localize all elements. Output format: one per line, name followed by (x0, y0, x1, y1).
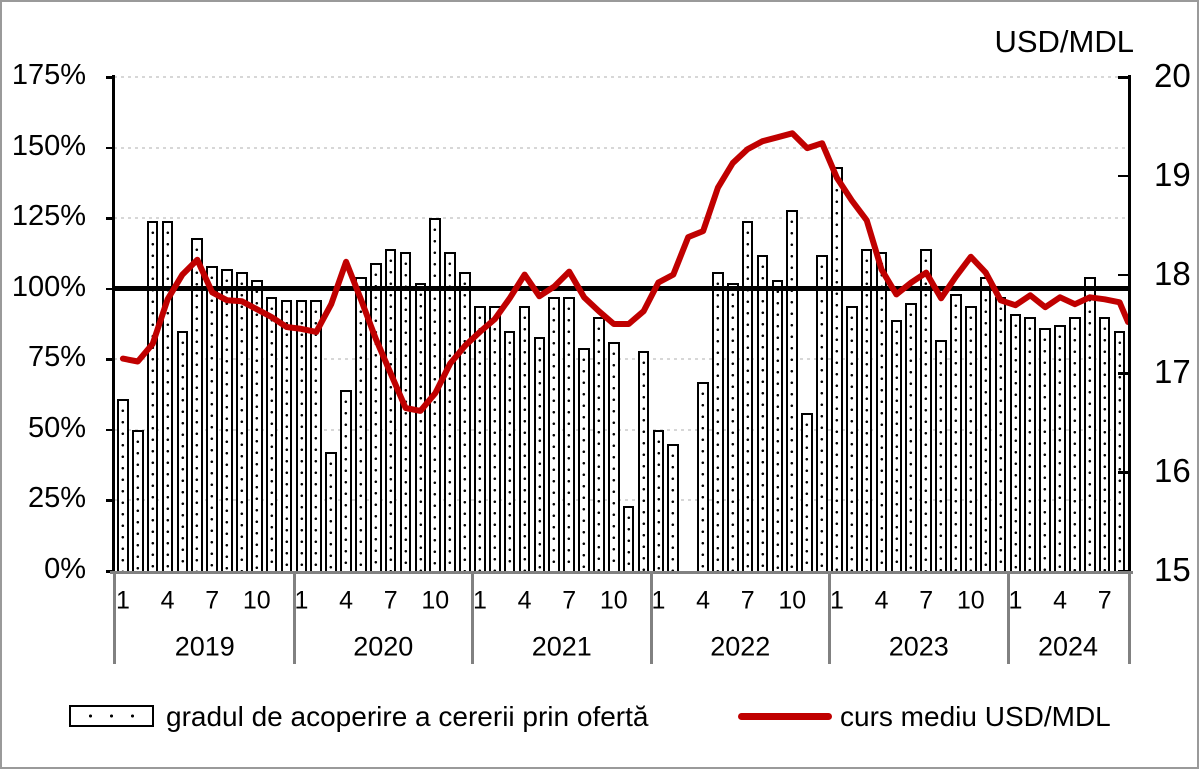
month-label: 4 (1053, 586, 1068, 615)
month-label: 10 (956, 586, 985, 615)
month-label: 7 (740, 586, 755, 615)
left-axis-tick (106, 217, 112, 220)
month-label: 7 (562, 586, 577, 615)
month-label: 7 (383, 586, 398, 615)
month-label: 10 (242, 586, 271, 615)
right-axis-label: 15 (1154, 551, 1191, 589)
left-axis-label: 25% (27, 482, 86, 515)
year-label: 2019 (174, 631, 235, 662)
legend-bars-swatch (69, 705, 154, 727)
legend-bars-label: gradul de acoperire a cererii prin ofert… (166, 701, 649, 732)
right-axis (1128, 75, 1131, 574)
year-divider (292, 573, 296, 664)
right-axis-label: 17 (1154, 353, 1191, 391)
gridline (114, 146, 1128, 149)
left-axis-tick (106, 428, 112, 432)
right-axis-title: USD/MDL (994, 24, 1134, 59)
reference-line-100pct (113, 286, 1131, 292)
right-axis-tick (1118, 471, 1128, 474)
gridline (114, 217, 1128, 220)
left-axis-tick (106, 570, 112, 573)
year-divider (113, 573, 116, 664)
right-axis-tick (1118, 174, 1128, 178)
right-axis-tick (1118, 372, 1128, 375)
gridline (114, 358, 1128, 361)
legend-line-swatch (738, 713, 832, 720)
year-divider (1127, 573, 1131, 664)
month-label: 7 (919, 586, 934, 615)
month-label: 1 (472, 586, 487, 615)
gridline (114, 75, 1128, 78)
right-axis-tick (1118, 76, 1128, 79)
month-label: 4 (517, 586, 532, 615)
year-label: 2022 (710, 631, 771, 662)
year-divider (828, 573, 831, 664)
year-divider (1006, 573, 1010, 664)
left-axis-label: 175% (11, 59, 86, 92)
month-label: 10 (778, 586, 807, 615)
year-label: 2020 (353, 631, 414, 662)
right-axis-label: 20 (1154, 57, 1191, 95)
right-axis-label: 16 (1154, 452, 1191, 490)
month-label: 4 (339, 586, 354, 615)
month-label: 1 (1008, 586, 1023, 615)
month-label: 4 (696, 586, 711, 615)
gridline (114, 428, 1128, 431)
month-label: 4 (874, 586, 889, 615)
left-axis-label: 75% (27, 341, 86, 374)
right-axis-label: 19 (1154, 156, 1191, 194)
month-label: 1 (115, 586, 130, 615)
left-axis-label: 100% (11, 270, 86, 303)
month-label: 7 (1097, 586, 1112, 615)
left-axis (112, 75, 115, 574)
left-axis-tick (106, 146, 112, 150)
month-label: 1 (294, 586, 309, 615)
left-axis-label: 0% (44, 553, 86, 586)
month-label: 1 (651, 586, 666, 615)
month-label: 10 (421, 586, 450, 615)
month-label: 7 (205, 586, 220, 615)
right-axis-tick (1118, 273, 1128, 277)
x-axis (110, 571, 1133, 574)
left-axis-tick (106, 499, 112, 503)
year-label: 2023 (888, 631, 949, 662)
left-axis-tick (106, 358, 112, 361)
gridline (114, 499, 1128, 502)
month-label: 1 (829, 586, 844, 615)
year-label: 2024 (1037, 631, 1099, 662)
year-divider (471, 573, 474, 664)
left-axis-label: 50% (27, 412, 86, 445)
year-label: 2021 (531, 631, 592, 662)
right-axis-label: 18 (1154, 254, 1191, 292)
left-axis-label: 125% (11, 200, 86, 233)
left-axis-label: 150% (11, 129, 86, 162)
legend-line-label: curs mediu USD/MDL (840, 701, 1111, 732)
left-axis-tick (106, 75, 112, 79)
left-axis-tick (106, 287, 112, 291)
year-divider (649, 573, 653, 664)
month-label: 10 (599, 586, 628, 615)
month-label: 4 (160, 586, 175, 615)
